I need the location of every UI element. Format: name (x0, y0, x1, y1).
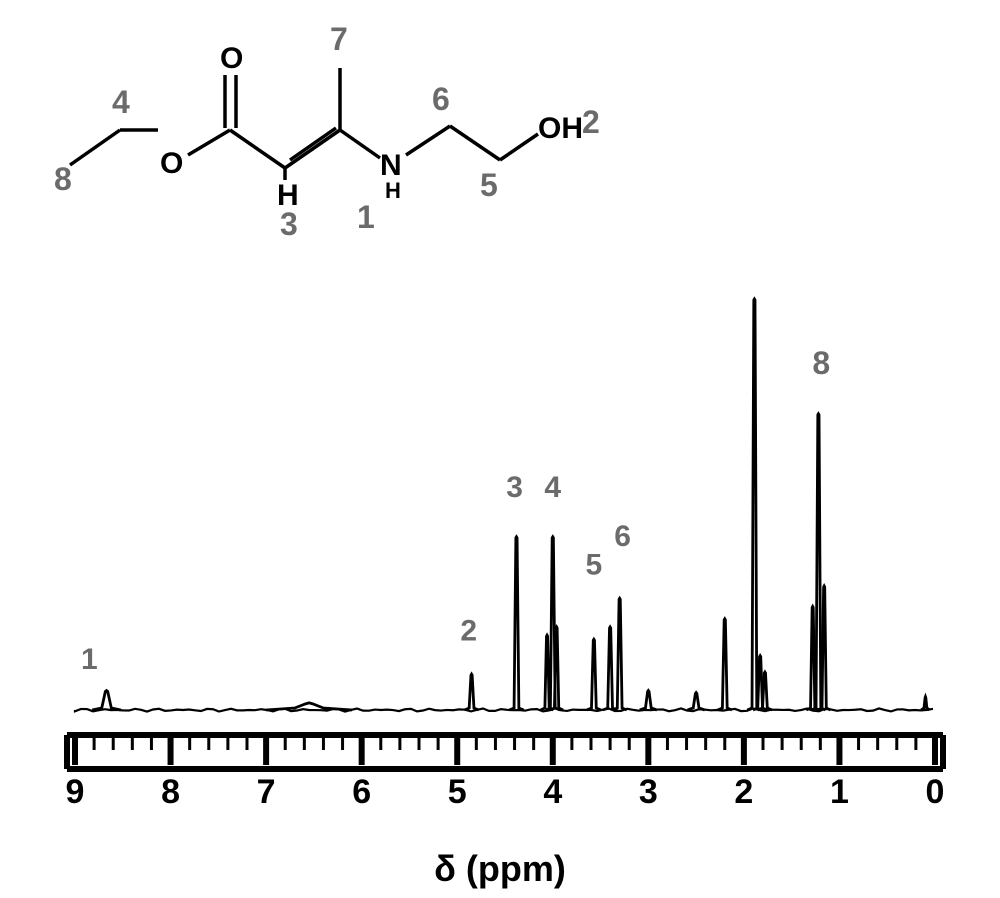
nmr-peak (640, 691, 657, 710)
peak-label-3: 3 (506, 471, 523, 504)
svg-text:3: 3 (639, 773, 658, 810)
nmr-peak (509, 537, 523, 710)
nmr-peak (464, 674, 478, 710)
svg-text:8: 8 (161, 773, 180, 810)
svg-text:5: 5 (448, 773, 467, 810)
svg-text:OH: OH (538, 112, 583, 145)
assign-8: 8 (54, 161, 72, 197)
svg-text:1: 1 (830, 773, 849, 810)
svg-text:2: 2 (734, 773, 753, 810)
peak-label-2: 2 (460, 614, 477, 647)
nmr-peak (718, 619, 732, 710)
peak-label-6: 6 (614, 520, 631, 553)
nmr-peak (613, 598, 627, 710)
assign-1: 1 (357, 199, 375, 235)
peak-label-8: 8 (812, 345, 830, 381)
assign-2: 2 (582, 104, 600, 140)
nmr-peak (747, 299, 761, 710)
figure-root: O O H N H OH (0, 0, 1000, 898)
nmr-baseline (75, 708, 933, 711)
assign-5: 5 (480, 167, 498, 203)
svg-text:7: 7 (257, 773, 276, 810)
peak-label-4: 4 (544, 471, 561, 504)
peak-label-5: 5 (586, 549, 603, 582)
nmr-peak (688, 693, 705, 710)
nmr-peak (603, 627, 617, 710)
peak-label-1: 1 (81, 643, 98, 676)
chemical-structure: O O H N H OH (40, 10, 620, 250)
x-axis-label: δ (ppm) (0, 848, 1000, 890)
svg-text:H: H (385, 178, 401, 203)
assign-7: 7 (330, 21, 348, 57)
structure-svg: O O H N H OH (40, 10, 620, 250)
nmr-plot: 987654321012345678 (55, 290, 955, 810)
svg-text:4: 4 (543, 773, 562, 810)
assign-6: 6 (432, 81, 450, 117)
assign-3: 3 (280, 206, 298, 242)
svg-text:O: O (160, 147, 183, 180)
nmr-peak (921, 697, 930, 710)
svg-text:9: 9 (66, 773, 85, 810)
svg-text:6: 6 (352, 773, 371, 810)
nmr-peak (587, 639, 601, 710)
nmr-svg: 987654321012345678 (55, 290, 955, 810)
assign-4: 4 (112, 84, 130, 120)
svg-text:0: 0 (926, 773, 945, 810)
svg-text:O: O (220, 42, 243, 75)
nmr-peak (92, 691, 121, 710)
